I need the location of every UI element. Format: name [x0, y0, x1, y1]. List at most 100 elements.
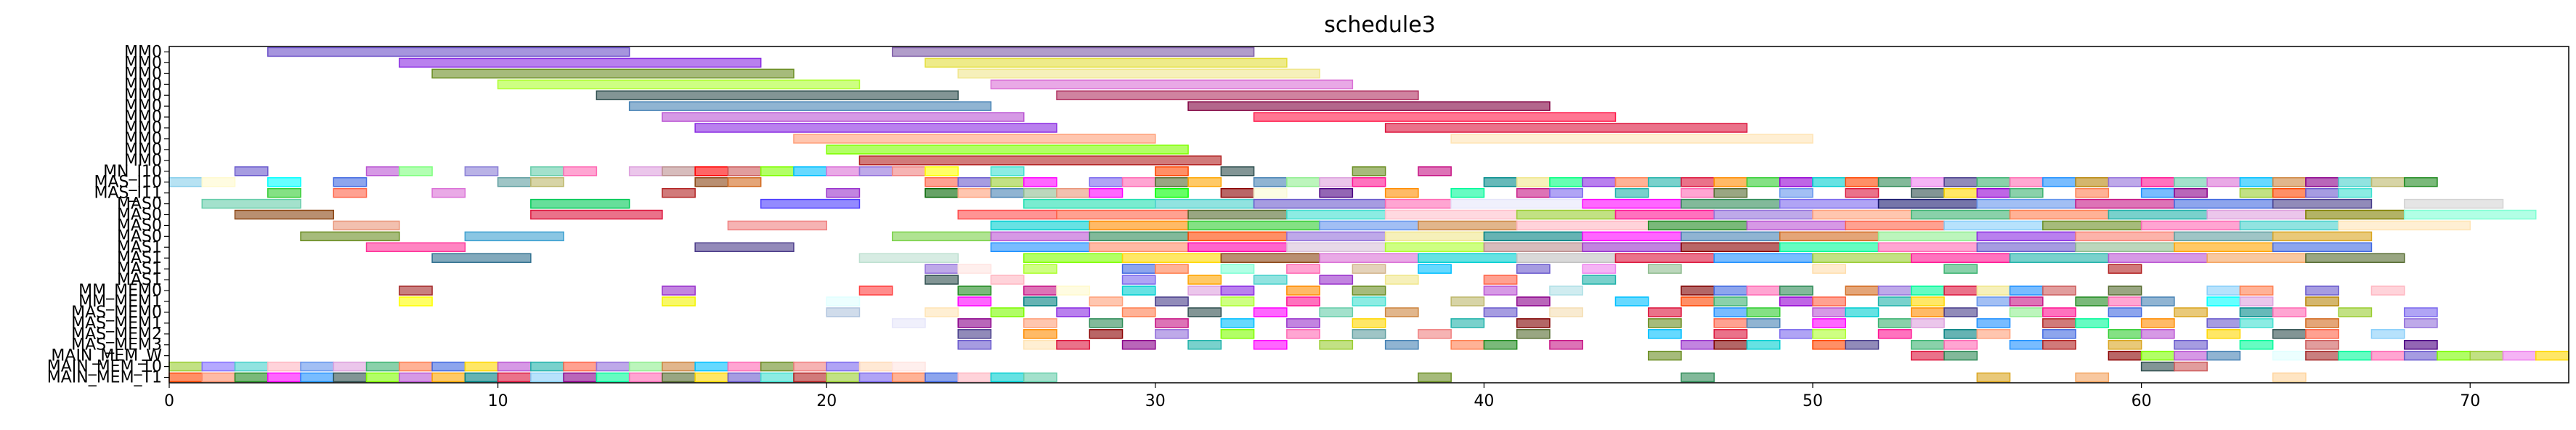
task-bar [596, 90, 959, 100]
task-bar [1746, 177, 1781, 187]
task-bar [2305, 253, 2405, 263]
task-bar [727, 177, 762, 187]
task-bar [957, 68, 1320, 79]
task-bar [1681, 242, 1781, 253]
task-bar [1483, 340, 1518, 350]
task-bar [1384, 187, 1419, 198]
task-bar [826, 187, 861, 198]
y-tick-label: MAS_MEM1 [71, 315, 162, 333]
task-bar [2174, 177, 2208, 187]
task-bar [1877, 242, 1978, 253]
task-bar [990, 372, 1025, 383]
task-bar [793, 166, 827, 177]
task-bar [1319, 307, 1354, 317]
task-bar [1319, 177, 1354, 187]
task-bar [925, 264, 959, 274]
y-tick-label: MAS0 [117, 195, 162, 214]
task-bar [201, 177, 236, 187]
y-tick-label: MM0 [124, 86, 162, 105]
task-bar [1253, 177, 1288, 187]
task-bar [858, 166, 893, 177]
task-bar [2272, 307, 2307, 317]
task-bar [2370, 350, 2405, 361]
task-bar [1253, 187, 1288, 198]
task-bar [1779, 242, 1880, 253]
task-bar [2009, 187, 2044, 198]
task-bar [1155, 166, 1189, 177]
task-bar [2403, 318, 2438, 328]
task-bar [234, 209, 335, 220]
task-bar [925, 57, 1288, 68]
task-bar [1779, 285, 1813, 296]
task-bar [1023, 253, 1124, 263]
task-bar [1911, 187, 1945, 198]
task-bar [826, 307, 861, 317]
task-bar [858, 361, 893, 372]
task-bar [957, 318, 992, 328]
y-tick-label: MM_MEM1 [78, 293, 162, 311]
task-bar [2338, 350, 2373, 361]
task-bar [2140, 318, 2175, 328]
task-bar [662, 372, 696, 383]
task-bar [2403, 209, 2537, 220]
y-tick-label: MM0 [124, 65, 162, 83]
task-bar [431, 68, 795, 79]
task-bar [694, 242, 795, 253]
task-bar [1911, 177, 1945, 187]
task-bar [1056, 209, 1189, 220]
task-bar [333, 220, 400, 231]
task-bar [2042, 307, 2076, 317]
task-bar [2174, 242, 2274, 253]
task-bar [1746, 220, 1847, 231]
task-bar [1582, 198, 1682, 209]
task-bar [1220, 166, 1255, 177]
task-bar [2305, 329, 2339, 339]
task-bar [267, 361, 301, 372]
x-tick-label: 60 [2132, 392, 2152, 410]
task-bar [1384, 307, 1419, 317]
task-bar [2272, 177, 2307, 187]
task-bar [1089, 177, 1124, 187]
y-tick-label: MAS0 [117, 216, 162, 235]
task-bar [168, 361, 203, 372]
task-bar [957, 187, 992, 198]
task-bar [1121, 340, 1156, 350]
task-bar [267, 177, 301, 187]
task-bar [1187, 101, 1551, 111]
task-bar [1647, 329, 1682, 339]
task-bar [1089, 318, 1124, 328]
chart-title: schedule3 [1324, 12, 1436, 38]
task-bar [1845, 177, 1880, 187]
y-tick-label: MAS_I11 [94, 184, 162, 203]
task-bar [1877, 231, 1978, 242]
task-bar [1911, 340, 1945, 350]
task-bar [1549, 340, 1583, 350]
task-bar [399, 57, 762, 68]
task-bar [1319, 340, 1354, 350]
task-bar [2108, 253, 2208, 263]
task-bar [662, 112, 1025, 122]
task-bar [891, 46, 1255, 57]
task-bar [2305, 209, 2405, 220]
task-bar [2042, 285, 2076, 296]
task-bar [2108, 296, 2142, 307]
task-bar [530, 166, 564, 177]
task-bar [1418, 253, 1518, 263]
task-bar [1877, 296, 1912, 307]
task-bar [1976, 372, 2011, 383]
task-bar [1352, 329, 1386, 339]
task-bar [1450, 198, 1583, 209]
task-bar [1516, 220, 1649, 231]
task-bar [2009, 307, 2044, 317]
task-bar [891, 372, 926, 383]
task-bar [1319, 220, 1419, 231]
y-tick-label: MAS_MEM3 [71, 336, 162, 354]
task-bar [628, 361, 663, 372]
task-bar [2009, 209, 2110, 220]
task-bar [1187, 242, 1288, 253]
task-bar [1681, 372, 1715, 383]
task-bar [1911, 318, 1945, 328]
task-bar [1483, 285, 1518, 296]
task-bar [1483, 231, 1583, 242]
